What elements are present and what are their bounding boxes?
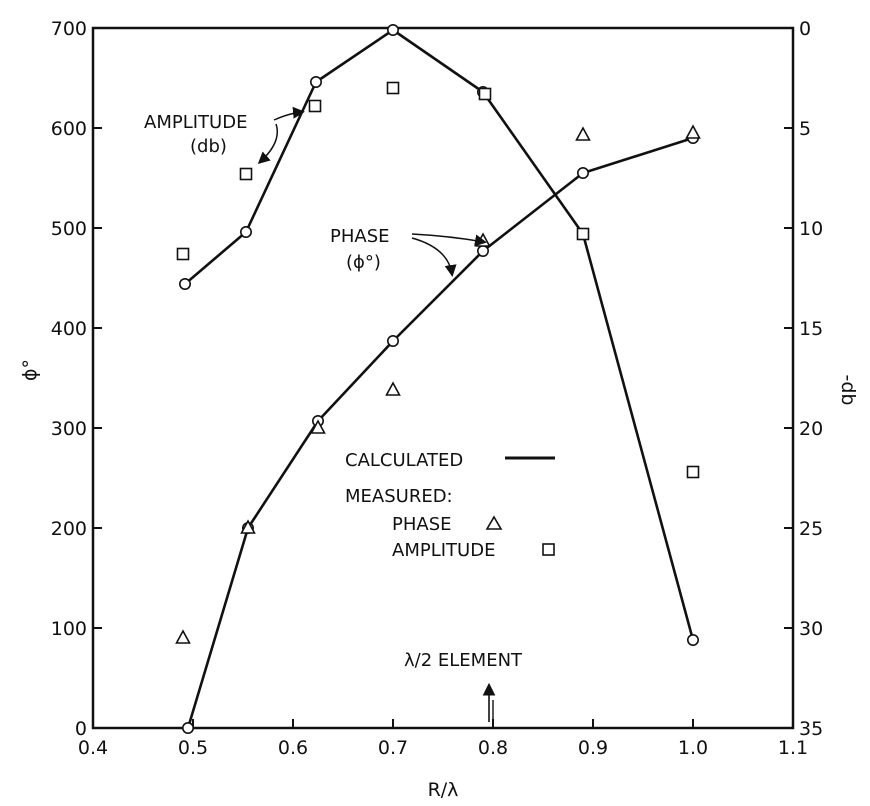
x-tick-label: 0.6	[278, 737, 308, 759]
y-right-tick-label: 25	[799, 518, 823, 540]
half-wave-element-label: λ/2 ELEMENT	[404, 650, 523, 671]
amplitude-measured-point	[308, 99, 322, 113]
phase-annotation-line1: PHASE	[330, 226, 390, 247]
amplitude-annotation-pointer-2	[257, 123, 278, 165]
phase-annotation-pointer-2	[411, 237, 457, 277]
y-left-tick-label: 400	[51, 318, 87, 340]
x-axis-title: R/λ	[428, 779, 459, 801]
phase-annotation-line2: (ϕ°)	[346, 252, 381, 273]
amplitude-calculated-point	[179, 277, 192, 290]
y-right-tick-label: 15	[799, 318, 823, 340]
y-left-tick-label: 700	[51, 18, 87, 40]
phase-measured-point	[175, 629, 191, 644]
y-left-tick-label: 300	[51, 418, 87, 440]
phase-annotation-pointer-1	[411, 233, 487, 247]
phase-calculated-point	[386, 334, 399, 347]
amplitude-measured-point	[686, 465, 700, 479]
amplitude-measured-point	[176, 247, 190, 261]
legend-amplitude-square-swatch	[542, 543, 555, 556]
amplitude-annotation-line1: AMPLITUDE	[144, 112, 247, 133]
phase-measured-point	[385, 381, 401, 396]
phase-measured-point	[685, 124, 701, 139]
phase-measured-point	[240, 519, 256, 534]
amplitude-calculated-point	[686, 633, 699, 646]
amplitude-measured-point	[576, 227, 590, 241]
phase-measured-point	[310, 419, 326, 434]
y-right-tick-label: 0	[799, 18, 811, 40]
x-tick-label: 0.7	[378, 737, 408, 759]
axis-ticks: 0.4 0.5 0.6 0.7 0.8 0.9 1.0 1.10100200300400500…	[51, 18, 823, 759]
y-left-axis-title: ϕ°	[19, 359, 41, 381]
x-tick-label: 1.1	[778, 737, 808, 759]
amplitude-annotation-pointer-1	[273, 106, 305, 121]
phase-measured-point	[575, 126, 591, 141]
plot-area-frame	[91, 26, 795, 730]
amplitude-measured-point	[239, 167, 253, 181]
y-right-tick-label: 5	[799, 118, 811, 140]
x-tick-label: 0.8	[478, 737, 508, 759]
legend-amplitude-label: AMPLITUDE	[392, 540, 495, 561]
legend-phase-triangle-swatch	[485, 515, 503, 530]
phase-calculated-line	[186, 136, 694, 729]
y-right-tick-label: 10	[799, 218, 823, 240]
amplitude-measured-point	[478, 87, 492, 101]
series-markers	[175, 23, 701, 734]
phase-calculated-point	[182, 721, 195, 734]
legend-calculated-label: CALCULATED	[345, 450, 463, 471]
x-tick-label: 0.9	[578, 737, 608, 759]
phase-calculated-point	[476, 245, 489, 258]
y-right-axis-title: -db	[837, 375, 859, 406]
y-left-tick-label: 200	[51, 518, 87, 540]
y-left-tick-label: 0	[75, 718, 87, 740]
y-left-tick-label: 100	[51, 618, 87, 640]
legend-measured-label: MEASURED:	[345, 486, 453, 507]
y-left-tick-label: 500	[51, 218, 87, 240]
y-right-tick-label: 20	[799, 418, 823, 440]
series-lines	[184, 28, 695, 729]
amplitude-calculated-point	[309, 76, 322, 89]
amplitude-measured-point	[386, 81, 400, 95]
amplitude-calculated-point	[240, 226, 253, 239]
legend-phase-label: PHASE	[392, 514, 452, 535]
x-tick-label: 0.4	[78, 737, 108, 759]
y-left-tick-label: 600	[51, 118, 87, 140]
x-tick-label: 1.0	[678, 737, 708, 759]
amplitude-calculated-point	[386, 23, 399, 36]
phase-calculated-point	[576, 167, 589, 180]
y-right-tick-label: 30	[799, 618, 823, 640]
x-tick-label: 0.5	[178, 737, 208, 759]
phase-measured-point	[475, 232, 491, 247]
y-right-tick-label: 35	[799, 718, 823, 740]
amplitude-annotation-line2: (db)	[190, 136, 227, 157]
